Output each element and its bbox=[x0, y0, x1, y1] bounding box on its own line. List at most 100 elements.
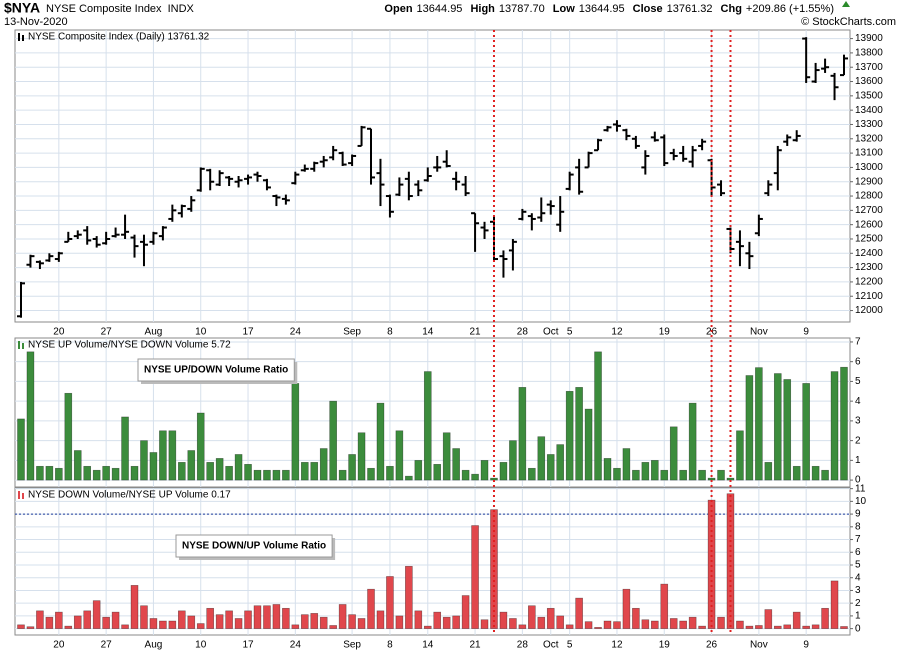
bar bbox=[632, 469, 640, 481]
y-tick-label: 13400 bbox=[855, 105, 883, 116]
bar bbox=[622, 448, 631, 481]
bar bbox=[130, 585, 139, 629]
bar bbox=[773, 373, 782, 481]
bar bbox=[783, 379, 792, 481]
bar bbox=[367, 588, 375, 629]
y-tick-label: 13200 bbox=[855, 133, 883, 144]
bar bbox=[111, 611, 120, 629]
x-tick-label: 24 bbox=[290, 640, 302, 650]
bar bbox=[821, 469, 829, 481]
y-tick-label: 12700 bbox=[855, 205, 883, 216]
bar bbox=[272, 604, 281, 629]
bar bbox=[187, 615, 196, 629]
bar bbox=[641, 619, 650, 629]
x-tick-label: Oct bbox=[543, 327, 559, 338]
y-tick-label: 5 bbox=[855, 560, 861, 571]
bar bbox=[707, 499, 716, 629]
bar bbox=[698, 469, 706, 481]
bar bbox=[736, 620, 744, 629]
bar bbox=[594, 627, 602, 629]
bar bbox=[348, 614, 356, 629]
panel-title: NYSE DOWN Volume/NYSE UP Volume 0.17 bbox=[28, 490, 231, 501]
bar bbox=[225, 465, 233, 481]
y-tick-label: 13800 bbox=[855, 48, 883, 59]
bar bbox=[149, 618, 158, 629]
bar bbox=[282, 607, 290, 629]
bar bbox=[45, 616, 54, 629]
bar bbox=[499, 611, 508, 629]
legend-icon bbox=[18, 491, 20, 499]
bar bbox=[386, 576, 394, 629]
x-tick-label: 9 bbox=[803, 640, 809, 650]
bar bbox=[73, 450, 82, 481]
bar bbox=[764, 609, 773, 629]
bar bbox=[840, 626, 848, 629]
quote-value: 13787.70 bbox=[499, 3, 545, 15]
bar bbox=[234, 618, 243, 629]
bar bbox=[471, 525, 479, 629]
x-tick-label: Oct bbox=[543, 640, 559, 650]
x-tick-label: 8 bbox=[387, 640, 393, 650]
y-tick-label: 13500 bbox=[855, 90, 883, 101]
bar bbox=[310, 613, 319, 629]
bar bbox=[442, 432, 451, 481]
y-tick-label: 13700 bbox=[855, 62, 883, 73]
bar bbox=[26, 351, 35, 481]
y-tick-label: 3 bbox=[855, 585, 861, 596]
bar bbox=[130, 465, 139, 481]
bar bbox=[773, 625, 782, 629]
annotation-box bbox=[137, 358, 295, 382]
x-tick-label: 21 bbox=[470, 640, 482, 650]
bar bbox=[509, 440, 517, 481]
bar bbox=[367, 467, 375, 481]
y-tick-label: 2 bbox=[855, 435, 861, 446]
bar bbox=[584, 408, 593, 481]
bar bbox=[745, 625, 754, 629]
x-tick-label: 17 bbox=[242, 640, 254, 650]
exchange: INDX bbox=[168, 3, 195, 15]
bar bbox=[338, 469, 347, 481]
bar bbox=[178, 610, 186, 629]
bar bbox=[376, 402, 385, 481]
x-tick-label: 27 bbox=[101, 327, 113, 338]
bar bbox=[319, 448, 328, 481]
x-tick-label: 19 bbox=[659, 640, 671, 650]
bar bbox=[480, 619, 489, 629]
bar bbox=[64, 625, 73, 629]
bar bbox=[518, 387, 527, 481]
bar bbox=[244, 464, 252, 481]
bar bbox=[149, 452, 158, 481]
bar bbox=[102, 465, 110, 481]
bar bbox=[736, 430, 744, 481]
bar bbox=[36, 465, 44, 481]
y-tick-label: 13900 bbox=[855, 33, 883, 44]
bar bbox=[575, 387, 583, 481]
bar bbox=[764, 462, 773, 481]
change-arrow bbox=[842, 1, 850, 7]
y-tick-label: 12200 bbox=[855, 277, 883, 288]
x-tick-label: 10 bbox=[195, 640, 207, 650]
bar bbox=[433, 464, 442, 481]
bar bbox=[745, 375, 754, 481]
bar bbox=[102, 616, 110, 629]
bar bbox=[395, 615, 404, 629]
bar bbox=[300, 614, 309, 629]
index-name: NYSE Composite Index bbox=[46, 3, 162, 15]
y-tick-label: 2 bbox=[855, 598, 861, 609]
y-tick-label: 5 bbox=[855, 376, 861, 387]
bar bbox=[811, 465, 820, 481]
bar bbox=[830, 371, 839, 481]
bar bbox=[679, 469, 687, 481]
quote: Open 13644.95 High 13787.70 Low 13644.95 Close… bbox=[384, 3, 834, 15]
legend-icon bbox=[18, 341, 20, 349]
bar bbox=[348, 454, 356, 481]
date: 13-Nov-2020 bbox=[4, 16, 68, 28]
bar bbox=[546, 454, 555, 481]
legend-icon bbox=[22, 493, 24, 499]
y-tick-label: 1 bbox=[855, 455, 861, 466]
x-tick-label: 20 bbox=[53, 327, 65, 338]
bar bbox=[215, 614, 224, 629]
quote-label: Low bbox=[553, 3, 575, 15]
bar bbox=[442, 616, 451, 629]
x-tick-label: Sep bbox=[343, 640, 361, 650]
